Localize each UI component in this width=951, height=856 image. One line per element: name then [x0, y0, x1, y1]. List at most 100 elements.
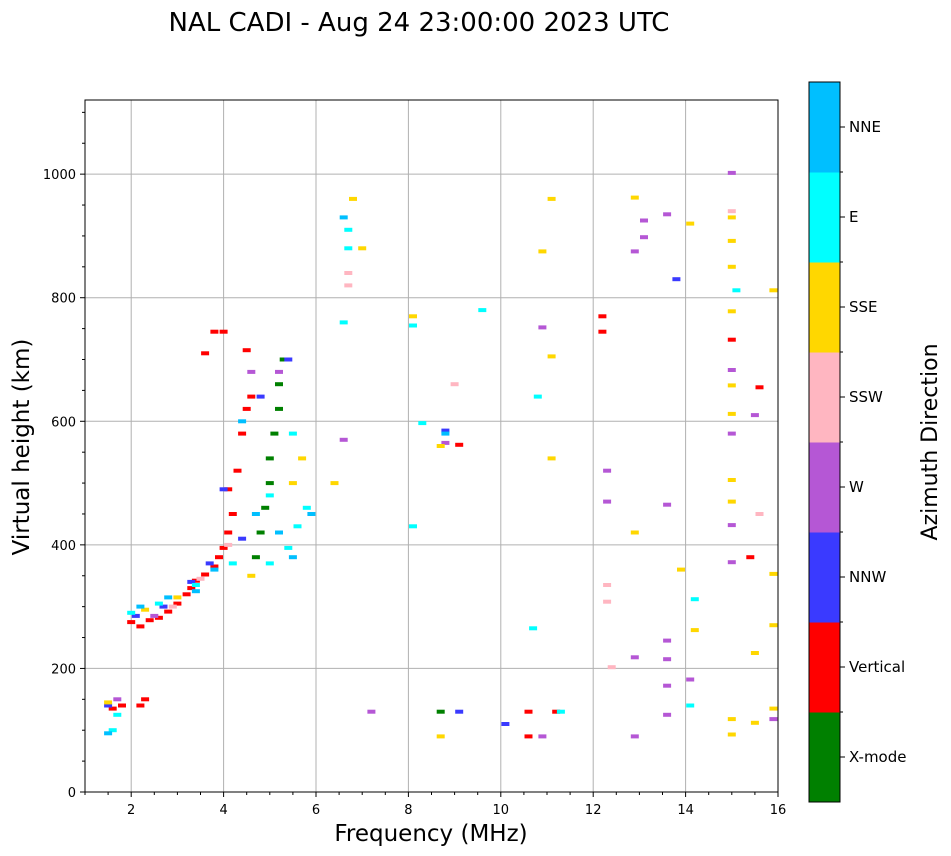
x-axis-ticks: 2 4 6 8 10 12 14 16	[84, 792, 786, 818]
x-tick-label: 12	[585, 803, 602, 818]
echo-point-nnw	[187, 579, 196, 584]
echo-point-vertical	[210, 329, 219, 334]
echo-point-w	[727, 170, 736, 175]
echo-point-nnw	[219, 487, 228, 492]
echo-point-ssw	[450, 382, 459, 387]
echo-point-vertical	[182, 592, 191, 597]
echo-point-vertical	[127, 620, 136, 625]
colorbar-segment-x-mode	[809, 712, 840, 803]
echo-point-sse	[141, 607, 150, 612]
echo-point-vertical	[755, 385, 764, 390]
echo-point-sse	[769, 288, 778, 293]
echo-point-w	[663, 683, 672, 688]
colorbar-tick-label: SSW	[849, 388, 883, 406]
echo-point-nnw	[205, 561, 214, 566]
echo-point-sse	[727, 383, 736, 388]
echo-point-nnw	[672, 277, 681, 282]
echo-point-w	[769, 717, 778, 722]
echo-point-vertical	[108, 706, 117, 711]
echo-point-vertical	[727, 337, 736, 342]
echo-point-ssw	[344, 271, 353, 275]
echo-point-ssw	[224, 542, 233, 547]
echo-point-nne	[104, 731, 113, 736]
echo-point-w	[538, 734, 547, 739]
colorbar-segment-sse	[809, 262, 840, 353]
echo-point-nnw	[256, 394, 265, 399]
echo-point-sse	[298, 456, 307, 461]
echo-point-sse	[538, 249, 547, 254]
echo-point-nne	[339, 215, 348, 220]
y-tick-label: 600	[51, 415, 76, 430]
echo-point-e	[293, 524, 302, 529]
echo-point-w	[538, 325, 547, 330]
echo-point-w	[640, 235, 648, 240]
colorbar-segment-nne	[809, 82, 840, 173]
colorbar-segment-ssw	[809, 352, 840, 443]
echo-point-sse	[358, 246, 367, 251]
echo-point-w	[150, 613, 159, 618]
echo-point-e	[108, 728, 117, 733]
colorbar-tick-label: W	[849, 478, 864, 496]
echo-point-x-mode	[275, 382, 283, 387]
echo-point-e	[409, 323, 417, 328]
echo-point-e	[409, 524, 417, 529]
echo-point-nne	[136, 604, 145, 609]
echo-point-nnw	[284, 357, 293, 362]
colorbar-tick-label: X-mode	[849, 748, 906, 766]
echo-point-w	[640, 218, 648, 223]
echo-point-sse	[769, 623, 778, 628]
y-axis-ticks: 0 200 400 600 800 1000	[43, 111, 85, 801]
echo-point-nnw	[131, 613, 140, 618]
echo-point-x-mode	[251, 555, 260, 560]
echo-point-e	[339, 320, 348, 325]
echo-point-nne	[307, 512, 316, 516]
x-axis-label: Frequency (MHz)	[334, 821, 527, 847]
echo-point-vertical	[224, 487, 233, 492]
plot-area: 2 4 6 8 10 12 14 16 0 200 400 600 800 1000	[43, 99, 786, 818]
echo-point-e	[686, 703, 695, 708]
y-tick-label: 800	[51, 292, 76, 307]
echo-point-x-mode	[436, 709, 445, 714]
echo-point-w	[247, 369, 256, 374]
colorbar-tick-label: NNW	[849, 568, 886, 586]
echo-point-sse	[769, 571, 778, 576]
echo-point-ssw	[196, 576, 205, 581]
echo-point-vertical	[524, 734, 533, 739]
chart-title: NAL CADI - Aug 24 23:00:00 2023 UTC	[169, 8, 670, 38]
echo-point-vertical	[224, 530, 233, 535]
echo-point-vertical	[215, 555, 223, 560]
echo-point-w	[367, 709, 376, 714]
echo-point-e	[556, 709, 565, 714]
echo-point-vertical	[524, 709, 533, 714]
echo-point-nnw	[104, 703, 113, 708]
echo-point-sse	[677, 567, 685, 572]
echo-point-ssw	[168, 604, 177, 609]
echo-point-vertical	[233, 468, 242, 473]
echo-point-e	[154, 601, 163, 606]
echo-point-x-mode	[265, 456, 274, 461]
echo-point-nnw	[501, 722, 510, 726]
echo-point-x-mode	[270, 431, 279, 436]
y-tick-label: 200	[51, 662, 76, 677]
echo-point-vertical	[746, 555, 755, 560]
echo-point-w	[727, 368, 736, 372]
echo-point-nne	[164, 595, 173, 600]
echo-point-e	[127, 610, 136, 615]
echo-point-nne	[275, 530, 283, 535]
echo-point-sse	[630, 530, 639, 535]
echo-point-vertical	[118, 703, 126, 708]
echo-point-w	[441, 440, 450, 445]
echo-point-nne	[210, 567, 219, 572]
colorbar-tick-label: NNE	[849, 118, 881, 136]
echo-point-x-mode	[275, 406, 283, 411]
echo-point-sse	[547, 354, 556, 359]
echo-point-e	[529, 626, 538, 631]
echo-point-w	[275, 369, 283, 374]
echo-point-ssw	[603, 599, 612, 604]
echo-point-nne	[441, 431, 450, 436]
echo-point-sse	[769, 706, 778, 711]
echo-point-x-mode	[256, 530, 265, 535]
y-tick-label: 400	[51, 539, 76, 554]
echo-point-e	[732, 288, 741, 293]
echo-point-w	[663, 712, 672, 717]
